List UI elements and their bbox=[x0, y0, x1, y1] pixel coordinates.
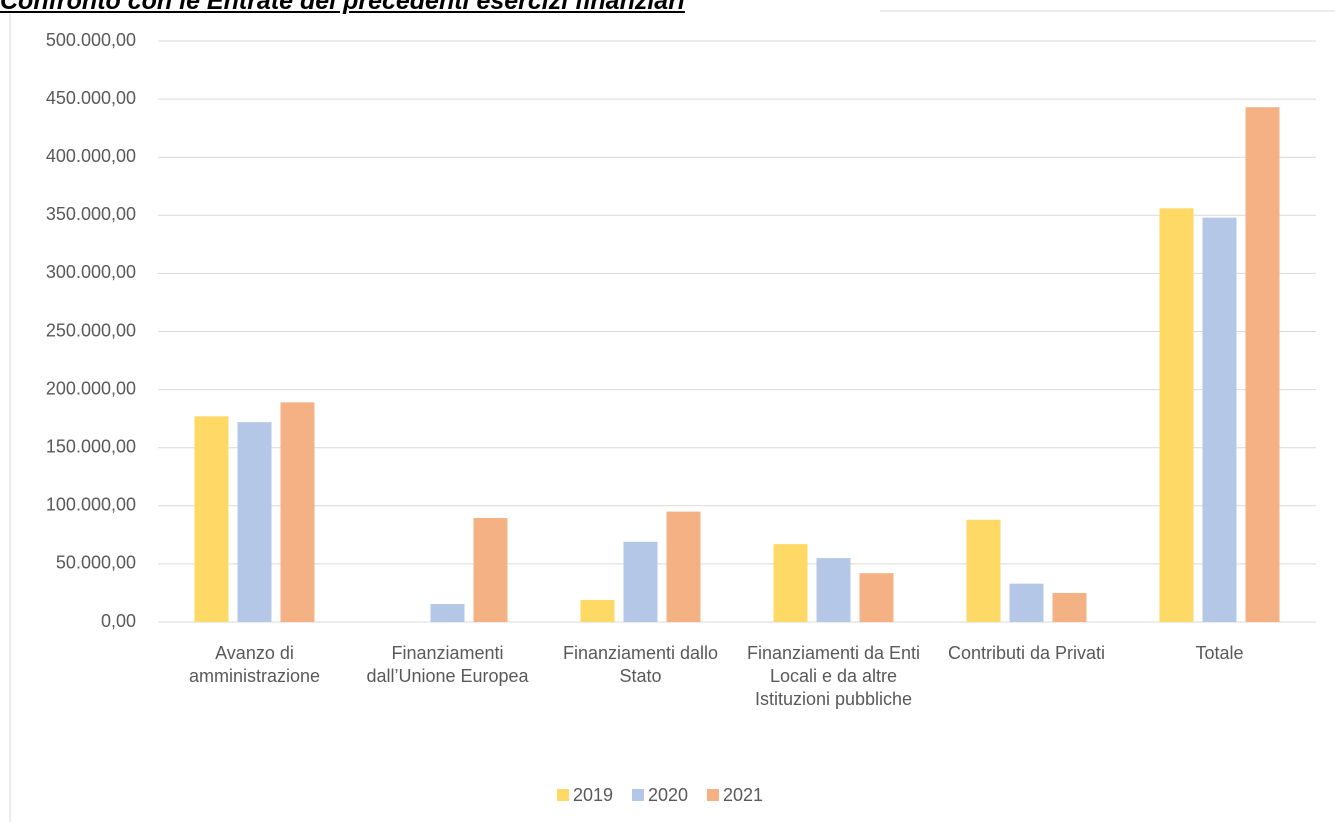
y-tick-label: 50.000,00 bbox=[56, 553, 136, 573]
y-tick-label: 0,00 bbox=[101, 611, 136, 631]
y-tick-label: 300.000,00 bbox=[46, 262, 136, 282]
y-tick-label: 150.000,00 bbox=[46, 436, 136, 456]
bar bbox=[1009, 583, 1044, 622]
legend-swatch bbox=[707, 789, 719, 801]
bar bbox=[237, 422, 272, 622]
bar bbox=[194, 416, 229, 622]
bar bbox=[859, 573, 894, 622]
x-tick-label: Contributi da Privati bbox=[947, 643, 1106, 663]
y-tick-label: 400.000,00 bbox=[46, 146, 136, 166]
y-tick-label: 100.000,00 bbox=[46, 495, 136, 515]
legend-label: 2021 bbox=[723, 785, 763, 805]
bar bbox=[473, 518, 508, 622]
bar bbox=[1052, 592, 1087, 622]
bar bbox=[280, 402, 315, 622]
y-tick-label: 200.000,00 bbox=[46, 378, 136, 398]
bar bbox=[1245, 107, 1280, 622]
x-tick-label: Finanziamenti da Enti Locali e da altre … bbox=[746, 643, 921, 709]
y-tick-label: 350.000,00 bbox=[46, 204, 136, 224]
chart-title: Confronto con le Entrate dei precedenti … bbox=[0, 0, 685, 15]
x-tick-label: Finanziamenti dallo Stato bbox=[562, 643, 719, 686]
bar bbox=[966, 519, 1001, 622]
bar bbox=[666, 511, 701, 622]
bar bbox=[623, 541, 658, 622]
x-tick-label: Totale bbox=[1195, 643, 1244, 663]
y-tick-label: 500.000,00 bbox=[46, 30, 136, 50]
legend-swatch bbox=[557, 789, 569, 801]
bar bbox=[430, 603, 465, 622]
x-tick-label: Finanziamenti dall’Unione Europea bbox=[366, 643, 529, 686]
legend-swatch bbox=[632, 789, 644, 801]
bar bbox=[580, 599, 615, 622]
bar bbox=[1159, 208, 1194, 622]
y-tick-label: 450.000,00 bbox=[46, 88, 136, 108]
bar bbox=[773, 544, 808, 622]
bar bbox=[816, 558, 851, 622]
legend-label: 2020 bbox=[648, 785, 688, 805]
bar bbox=[1202, 217, 1237, 622]
x-tick-label: Avanzo di amministrazione bbox=[188, 643, 321, 686]
y-tick-label: 250.000,00 bbox=[46, 320, 136, 340]
legend-label: 2019 bbox=[573, 785, 613, 805]
